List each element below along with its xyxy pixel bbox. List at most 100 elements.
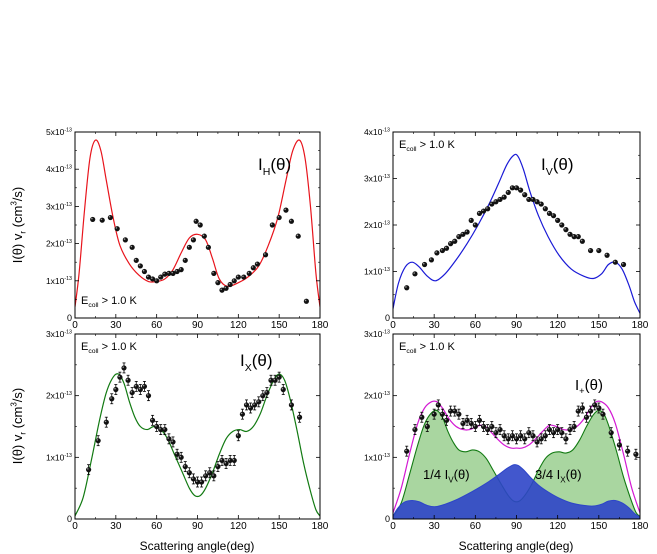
data-point bbox=[550, 213, 557, 219]
data-point-highlight bbox=[199, 480, 202, 483]
panel-H: 0 30 60 90 120 150 180 0 1x10-13 2x10-13 3x10-13 4x… bbox=[46, 127, 329, 331]
data-point-highlight bbox=[444, 418, 447, 421]
x-tick-label: 0 bbox=[72, 521, 78, 532]
data-point-highlight bbox=[261, 394, 263, 396]
data-point bbox=[452, 408, 458, 414]
data-point-highlight bbox=[535, 440, 538, 442]
data-point-highlight bbox=[440, 248, 443, 251]
data-point bbox=[620, 261, 627, 268]
y-tick-label: 1x10-13 bbox=[364, 452, 390, 462]
data-point-highlight bbox=[457, 235, 459, 237]
data-point-highlight bbox=[269, 378, 272, 381]
data-point-highlight bbox=[163, 272, 165, 275]
x-tick-label: 120 bbox=[230, 521, 247, 532]
data-point-highlight bbox=[527, 431, 529, 433]
data-point-highlight bbox=[277, 215, 280, 218]
data-point bbox=[145, 393, 152, 399]
data-point-highlight bbox=[263, 253, 266, 255]
data-point-highlight bbox=[277, 375, 280, 378]
data-point-highlight bbox=[114, 387, 116, 390]
x-tick-label: 90 bbox=[192, 521, 204, 532]
plot-area bbox=[393, 400, 640, 519]
data-point-highlight bbox=[444, 246, 447, 249]
y-tick-label: 2x10-13 bbox=[364, 220, 390, 230]
data-point-highlight bbox=[609, 431, 612, 433]
data-point bbox=[141, 383, 148, 390]
data-point bbox=[493, 430, 499, 436]
data-point-highlight bbox=[206, 245, 209, 248]
data-point-highlight bbox=[183, 258, 186, 261]
data-point-highlight bbox=[297, 415, 300, 418]
y-tick-label: 4x10-13 bbox=[46, 164, 72, 174]
panel-plus: 0 30 60 90 120 150 180 0 1x10-13 2x10-13 3x10-13 Ec… bbox=[364, 329, 649, 532]
data-point-highlight bbox=[498, 427, 501, 430]
data-point bbox=[485, 206, 491, 212]
data-point-highlight bbox=[115, 227, 118, 229]
data-point-highlight bbox=[284, 208, 286, 211]
area-1-4-iv bbox=[393, 463, 640, 519]
data-point-highlight bbox=[601, 412, 603, 415]
x-tick-label: 30 bbox=[110, 521, 122, 532]
data-point-highlight bbox=[216, 464, 218, 467]
data-point bbox=[480, 423, 487, 430]
data-point-highlight bbox=[187, 245, 190, 248]
data-point-highlight bbox=[457, 412, 459, 415]
data-point-highlight bbox=[589, 248, 591, 251]
data-point-highlight bbox=[531, 197, 533, 200]
x-tick-label: 60 bbox=[470, 320, 482, 331]
data-point-highlight bbox=[494, 200, 496, 202]
data-point-highlight bbox=[179, 455, 182, 458]
data-point bbox=[256, 399, 262, 405]
data-point bbox=[182, 257, 188, 263]
data-point-highlight bbox=[556, 427, 558, 430]
data-point bbox=[424, 423, 430, 430]
data-point-highlight bbox=[216, 281, 218, 283]
data-point-highlight bbox=[523, 193, 525, 195]
data-point-highlight bbox=[289, 403, 292, 405]
data-point bbox=[412, 426, 418, 433]
data-point-highlight bbox=[126, 378, 129, 381]
data-point-highlight bbox=[543, 207, 546, 209]
data-point bbox=[231, 457, 237, 464]
data-point-highlight bbox=[547, 211, 550, 214]
x-tick-label: 0 bbox=[72, 320, 78, 331]
data-point-highlight bbox=[155, 424, 157, 427]
y-tick-label: 2x10-13 bbox=[46, 391, 72, 401]
data-point bbox=[452, 238, 458, 244]
data-point-highlight bbox=[422, 262, 425, 265]
data-point-highlight bbox=[236, 275, 239, 278]
model-curve-H bbox=[75, 139, 320, 307]
series-label-plus: I+(θ) bbox=[575, 377, 603, 396]
data-point-highlight bbox=[425, 424, 428, 427]
data-point bbox=[443, 417, 450, 423]
y-axis-label: I(θ) vr (cm3/s) bbox=[10, 388, 28, 464]
data-point-highlight bbox=[104, 420, 107, 423]
data-point-highlight bbox=[96, 439, 99, 441]
x-tick-label: 180 bbox=[632, 320, 649, 331]
data-point-highlight bbox=[465, 418, 468, 421]
data-point-highlight bbox=[621, 262, 624, 265]
data-point-highlight bbox=[247, 271, 250, 274]
data-point-highlight bbox=[191, 477, 194, 479]
data-point bbox=[472, 423, 478, 430]
data-point-highlight bbox=[469, 421, 472, 424]
data-point-highlight bbox=[449, 409, 451, 412]
data-point-highlight bbox=[304, 299, 307, 302]
energy-annotation: Ecoll > 1.0 K bbox=[81, 295, 137, 309]
data-point bbox=[421, 261, 428, 268]
x-tick-label: 0 bbox=[390, 320, 396, 331]
data-point-highlight bbox=[87, 468, 89, 470]
data-point bbox=[125, 377, 131, 383]
data-point bbox=[518, 187, 524, 193]
data-point-highlight bbox=[146, 275, 149, 278]
data-point-highlight bbox=[473, 223, 476, 225]
y-tick-label: 2x10-13 bbox=[46, 239, 72, 249]
data-point bbox=[476, 417, 483, 423]
plot-area bbox=[393, 153, 640, 314]
data-point-highlight bbox=[440, 412, 443, 415]
data-point bbox=[579, 405, 585, 411]
data-point-highlight bbox=[498, 197, 501, 200]
data-point bbox=[460, 420, 466, 427]
data-point-highlight bbox=[123, 238, 126, 240]
data-point bbox=[227, 281, 233, 288]
